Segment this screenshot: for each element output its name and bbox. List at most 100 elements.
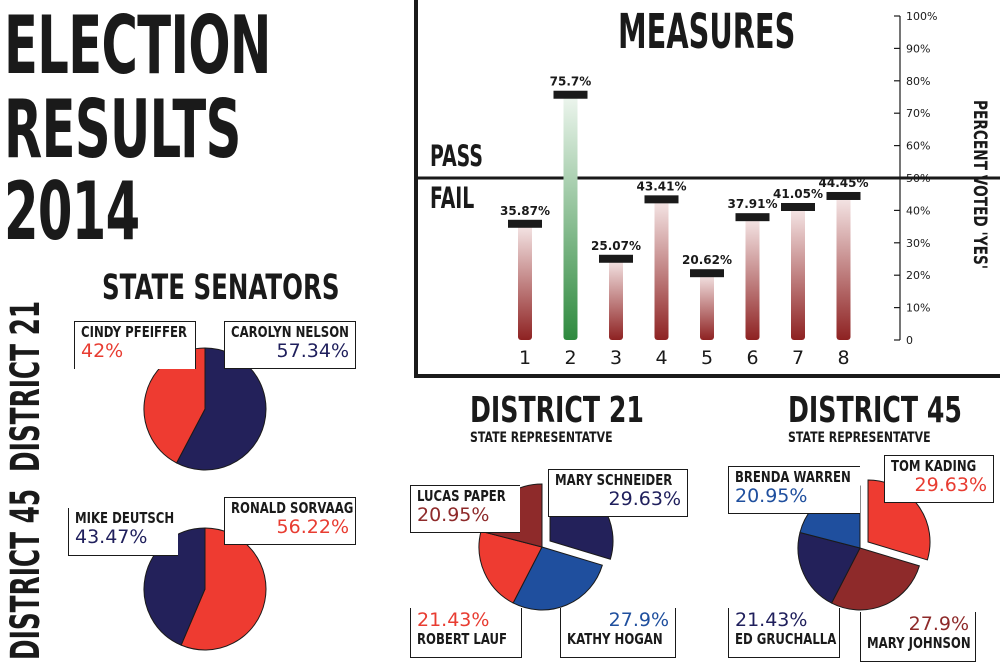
measures-frame — [414, 0, 1000, 378]
candidate-name: BRENDA WARREN — [735, 468, 851, 486]
y-tick-label: 90% — [906, 42, 930, 55]
candidate-pct: 27.9% — [608, 609, 669, 631]
measure-bar-cap — [781, 202, 815, 211]
candidate-name: RONALD SORVAAG — [231, 499, 354, 517]
measure-bar-8 — [836, 195, 851, 340]
pie-slice-kathy-hogan — [512, 546, 603, 611]
label-box-carolyn-nelson: CAROLYN NELSON 57.34% — [224, 321, 356, 369]
candidate-pct: 57.34% — [276, 340, 349, 362]
title-line-1: ELECTION — [4, 0, 271, 92]
measure-category-label: 2 — [564, 347, 576, 369]
pie-slice-tom-kading — [867, 479, 931, 561]
label-box-mike-deutsch: MIKE DEUTSCH 43.47% — [68, 508, 178, 556]
measure-bar-7 — [791, 206, 805, 340]
measure-category-label: 4 — [655, 347, 667, 369]
measure-value-label: 75.7% — [550, 75, 592, 89]
fail-label: FAIL — [430, 181, 474, 215]
candidate-name: KATHY HOGAN — [567, 630, 663, 648]
label-box-brenda-warren: BRENDA WARREN 20.95% — [728, 466, 860, 514]
measure-category-label: 7 — [792, 347, 804, 369]
y-tick-label: 70% — [906, 107, 930, 120]
title-line-3: 2014 — [4, 165, 140, 258]
senate-district-21-label: DISTRICT 21 — [3, 300, 49, 472]
candidate-name: LUCAS PAPER — [417, 487, 506, 505]
measure-bar-cap — [553, 90, 588, 99]
candidate-pct: 56.22% — [276, 516, 349, 538]
y-tick-label: 20% — [906, 269, 930, 282]
y-tick-label: 40% — [906, 204, 930, 217]
measure-bar-3 — [609, 258, 623, 340]
candidate-pct: 20.95% — [735, 485, 808, 507]
measure-bar-5 — [700, 273, 714, 340]
measures-ylabel: PERCENT VOTED 'YES' — [969, 100, 991, 269]
measure-bar-2 — [563, 94, 578, 341]
label-box-robert-lauf: 21.43% ROBERT LAUF — [410, 608, 522, 658]
candidate-name: CAROLYN NELSON — [231, 323, 349, 341]
label-box-tom-kading: TOM KADING 29.63% — [884, 455, 994, 503]
candidate-pct: 27.9% — [908, 613, 969, 635]
measure-bar-cap — [690, 269, 724, 278]
measure-value-label: 44.45% — [819, 176, 869, 190]
measures-title: MEASURES — [618, 4, 795, 60]
y-tick-label: 80% — [906, 75, 930, 88]
measure-bar-cap — [644, 195, 679, 204]
measure-bar-cap — [735, 213, 770, 222]
label-box-ed-gruchalla: 21.43% ED GRUCHALLA — [728, 608, 840, 658]
candidate-name: MARY JOHNSON — [867, 634, 971, 652]
candidate-pct: 29.63% — [608, 488, 681, 510]
district21-rep-subheading: STATE REPRESENTATVE — [470, 430, 613, 446]
district45-rep-subheading: STATE REPRESENTATVE — [788, 430, 931, 446]
measure-value-label: 37.91% — [728, 197, 778, 211]
senate-d21-pie — [143, 347, 267, 471]
candidate-pct: 29.63% — [914, 474, 987, 496]
measures-chart: MEASURES PERCENT VOTED 'YES' PASS FAIL 0… — [418, 4, 1000, 369]
candidate-name: TOM KADING — [891, 457, 977, 475]
candidate-pct: 21.43% — [417, 609, 490, 631]
measure-category-label: 6 — [746, 347, 758, 369]
senate-d45-pie — [143, 527, 267, 651]
measure-bar-4 — [654, 199, 669, 340]
measure-bar-6 — [745, 217, 760, 340]
candidate-name: ED GRUCHALLA — [735, 630, 837, 648]
measure-bar-1 — [518, 223, 532, 340]
label-box-cindy-pfeiffer: CINDY PFEIFFER 42% — [74, 321, 196, 369]
pie-slice-robert-lauf — [478, 530, 543, 604]
measure-category-label: 5 — [701, 347, 713, 369]
y-tick-label: 10% — [906, 302, 930, 315]
measure-category-label: 3 — [610, 347, 622, 369]
pie-slice-mary-johnson — [830, 547, 920, 611]
measure-bar-cap — [826, 191, 861, 200]
y-tick-label: 30% — [906, 237, 930, 250]
measure-value-label: 43.41% — [637, 179, 687, 193]
state-senators-heading: STATE SENATORS — [102, 268, 340, 308]
y-tick-label: 0 — [906, 334, 913, 347]
measure-value-label: 25.07% — [591, 239, 641, 253]
label-box-lucas-paper: LUCAS PAPER 20.95% — [410, 485, 520, 533]
senate-district-45-label: DISTRICT 45 — [3, 488, 49, 660]
measure-bar-cap — [508, 219, 542, 228]
measure-value-label: 20.62% — [682, 253, 732, 267]
measure-category-label: 8 — [837, 347, 849, 369]
candidate-pct: 20.95% — [417, 504, 490, 526]
title-line-2: RESULTS — [4, 83, 241, 176]
district45-rep-heading: DISTRICT 45 — [788, 390, 962, 431]
y-tick-label: 100% — [906, 10, 937, 23]
candidate-name: ROBERT LAUF — [417, 630, 508, 648]
label-box-mary-johnson: 27.9% MARY JOHNSON — [860, 612, 976, 662]
label-box-mary-schneider: MARY SCHNEIDER 29.63% — [548, 469, 688, 517]
label-box-ronald-sorvaag: RONALD SORVAAG 56.22% — [224, 497, 356, 545]
candidate-name: MARY SCHNEIDER — [555, 471, 673, 489]
measure-bar-cap — [599, 254, 633, 263]
pass-label: PASS — [430, 139, 483, 173]
candidate-pct: 43.47% — [75, 526, 148, 548]
candidate-name: MIKE DEUTSCH — [75, 509, 175, 527]
candidate-pct: 21.43% — [735, 609, 808, 631]
measure-value-label: 35.87% — [500, 204, 550, 218]
candidate-name: CINDY PFEIFFER — [81, 323, 188, 341]
y-tick-label: 60% — [906, 140, 930, 153]
label-box-kathy-hogan: 27.9% KATHY HOGAN — [560, 608, 676, 658]
district21-rep-heading: DISTRICT 21 — [470, 390, 644, 431]
pie-slice-mike-deutsch — [143, 527, 206, 646]
measure-category-label: 1 — [519, 347, 531, 369]
measure-value-label: 41.05% — [773, 187, 823, 201]
